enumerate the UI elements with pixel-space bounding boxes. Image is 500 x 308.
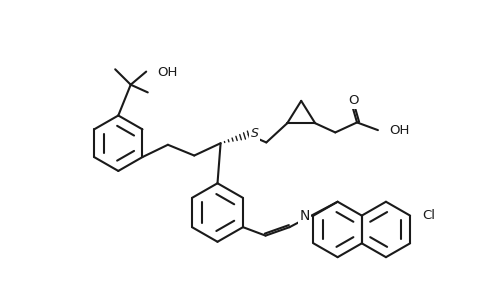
Text: OH: OH [389,124,409,137]
Text: OH: OH [157,66,178,79]
Text: Cl: Cl [422,209,436,222]
Text: O: O [348,94,358,107]
Text: N: N [299,209,310,223]
Text: S: S [251,128,258,140]
